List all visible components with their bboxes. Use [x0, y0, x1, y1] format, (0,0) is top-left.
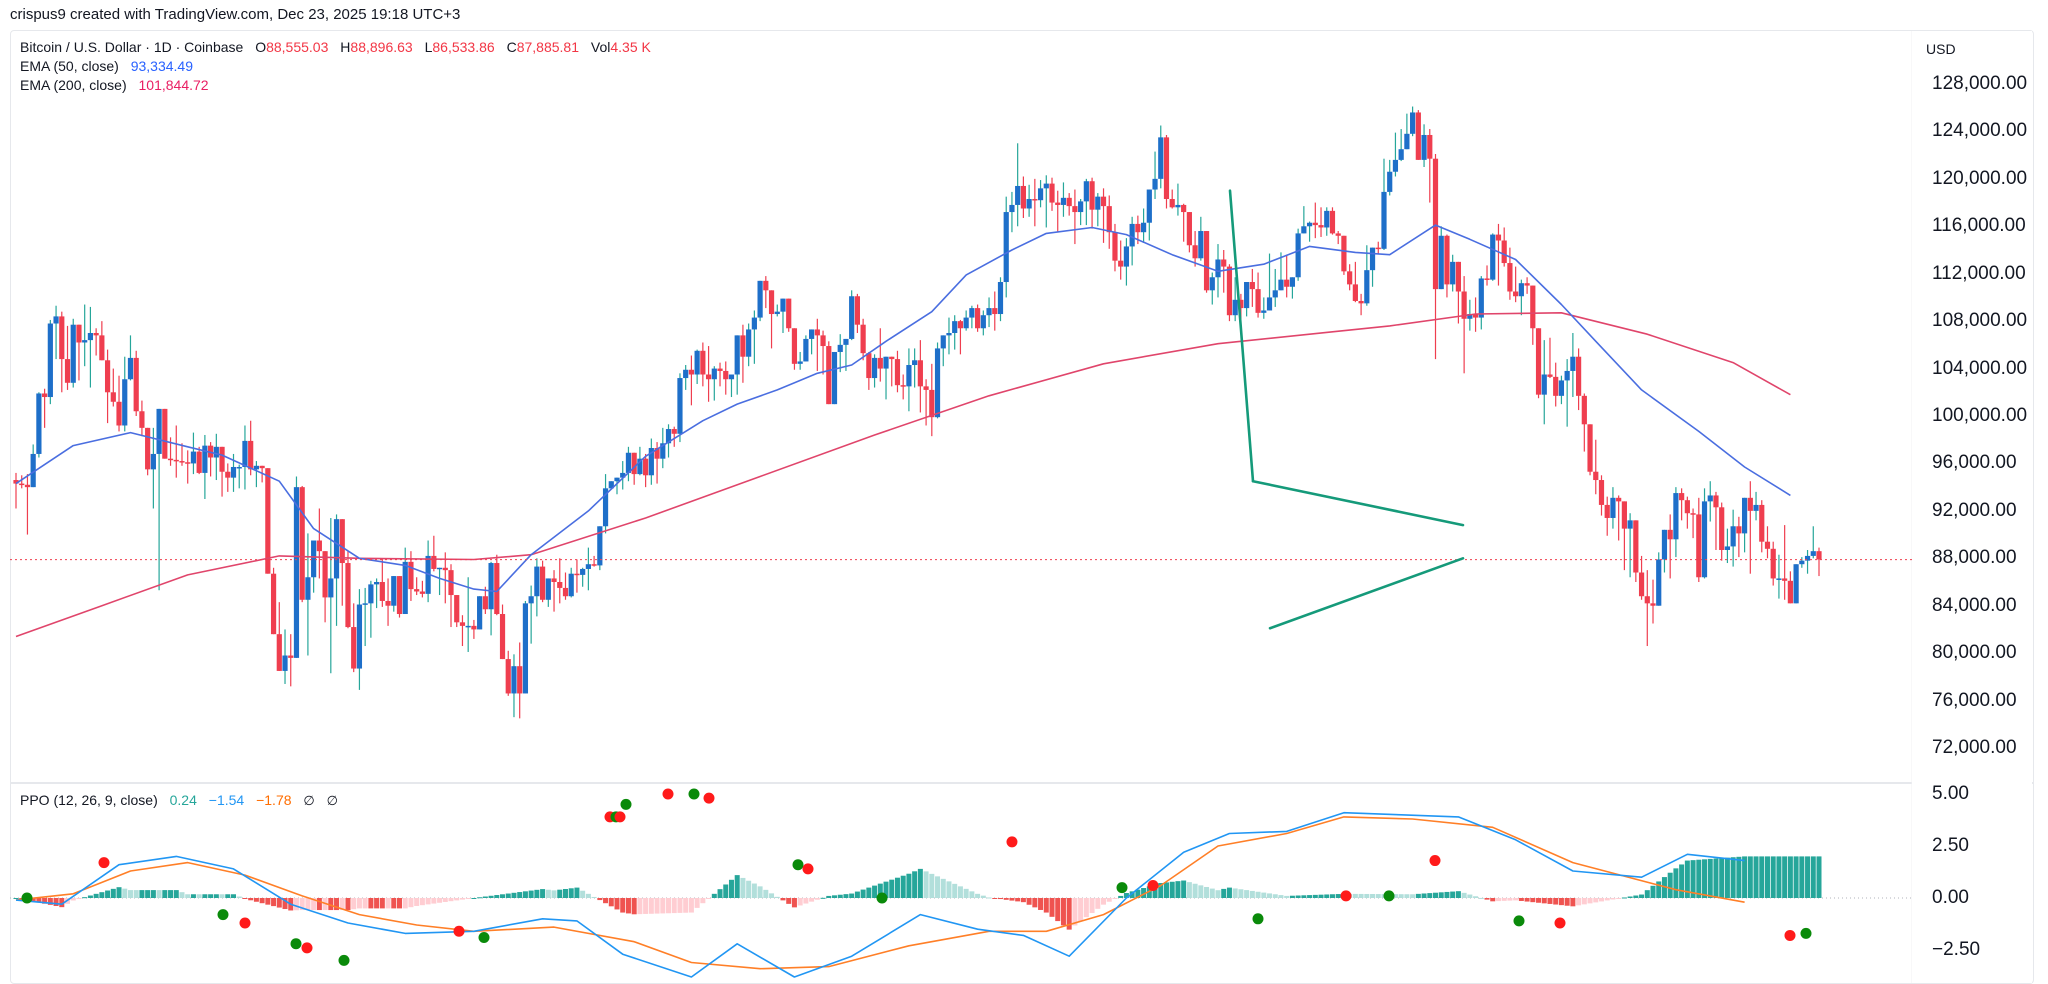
bullish-cross-marker — [1252, 913, 1264, 925]
empty-set-icon: ∅ — [303, 793, 315, 808]
bullish-cross-marker — [1800, 927, 1812, 939]
bearish-cross-marker — [1429, 855, 1441, 867]
trendline-lower-support[interactable] — [1268, 556, 1465, 630]
ppo-tick-label: 0.00 — [1932, 887, 1969, 908]
price-tick-label: 92,000.00 — [1932, 499, 2017, 521]
bearish-cross-marker — [1340, 890, 1352, 902]
close-value: 87,885.81 — [516, 39, 579, 55]
bearish-cross-marker — [301, 942, 313, 954]
candlestick-series — [13, 106, 1822, 719]
high-value: 88,896.63 — [350, 39, 413, 55]
ppo-tick-label: 5.00 — [1932, 783, 1969, 804]
ppo-line — [15, 811, 1745, 978]
bullish-cross-marker — [21, 892, 33, 904]
low-value: 86,533.86 — [432, 39, 495, 55]
price-tick-label: 104,000.00 — [1932, 357, 2028, 379]
ema200-legend[interactable]: EMA (200, close) 101,844.72 — [20, 76, 209, 95]
bullish-cross-marker — [620, 798, 632, 810]
bullish-cross-marker — [478, 932, 490, 944]
bearish-cross-marker — [662, 788, 674, 800]
ppo-legend[interactable]: PPO (12, 26, 9, close) 0.24 −1.54 −1.78 … — [20, 791, 338, 810]
attribution-text: crispus9 created with TradingView.com, D… — [10, 6, 461, 23]
ppo-tick-label: −2.50 — [1932, 939, 1981, 960]
ema200-line — [15, 312, 1791, 638]
bullish-cross-marker — [1383, 890, 1395, 902]
bullish-cross-marker — [1513, 915, 1525, 927]
bearish-cross-marker — [1554, 917, 1566, 929]
empty-set-icon: ∅ — [326, 793, 338, 808]
price-tick-label: 84,000.00 — [1932, 594, 2017, 616]
price-tick-label: 120,000.00 — [1932, 167, 2028, 189]
bearish-cross-marker — [703, 792, 715, 804]
volume-label: Vol — [590, 39, 611, 55]
ppo-hist-value: 0.24 — [169, 792, 197, 808]
ppo-label[interactable]: PPO (12, 26, 9, close) — [20, 792, 158, 808]
bearish-cross-marker — [802, 863, 814, 875]
close-label: C — [506, 39, 517, 55]
price-tick-label: 96,000.00 — [1932, 452, 2017, 474]
ema50-label[interactable]: EMA (50, close) — [20, 58, 119, 74]
bullish-cross-marker — [792, 859, 804, 871]
open-label: O — [255, 39, 267, 55]
low-label: L — [424, 39, 433, 55]
ema50-value: 93,334.49 — [130, 58, 194, 74]
bearish-cross-marker — [1006, 836, 1018, 848]
price-tick-label: 100,000.00 — [1932, 405, 2028, 426]
bearish-cross-marker — [1147, 880, 1159, 892]
price-tick-label: 124,000.00 — [1932, 120, 2028, 142]
currency-label[interactable]: USD — [1918, 36, 1982, 62]
price-tick-label: 88,000.00 — [1932, 547, 2017, 569]
trendline-steep-down[interactable] — [1228, 189, 1255, 483]
high-label: H — [340, 39, 351, 55]
ppo-signal-line — [15, 816, 1745, 970]
axis-background — [1912, 31, 2032, 983]
price-tick-label: 116,000.00 — [1932, 215, 2026, 237]
bearish-cross-marker — [1784, 929, 1796, 941]
price-tick-label: 80,000.00 — [1932, 642, 2017, 664]
open-value: 88,555.03 — [266, 39, 329, 55]
bearish-cross-marker — [453, 925, 465, 937]
ema50-line — [15, 224, 1791, 593]
bullish-cross-marker — [876, 892, 888, 904]
ema200-value: 101,844.72 — [138, 77, 209, 93]
price-tick-label: 108,000.00 — [1932, 310, 2028, 332]
price-tick-label: 76,000.00 — [1932, 689, 2017, 711]
symbol-legend[interactable]: Bitcoin / U.S. Dollar · 1D · Coinbase O8… — [20, 38, 651, 57]
ema50-legend[interactable]: EMA (50, close) 93,334.49 — [20, 57, 193, 76]
bearish-cross-marker — [614, 811, 626, 823]
bearish-cross-marker — [98, 857, 110, 869]
ppo-tick-label: 2.50 — [1932, 835, 1969, 856]
bullish-cross-marker — [290, 938, 302, 950]
price-tick-label: 112,000.00 — [1932, 262, 2026, 284]
ema200-label[interactable]: EMA (200, close) — [20, 77, 127, 93]
symbol-title[interactable]: Bitcoin / U.S. Dollar · 1D · Coinbase — [20, 39, 244, 55]
price-tick-label: 72,000.00 — [1932, 737, 2017, 758]
bullish-cross-marker — [1116, 882, 1128, 894]
ppo-signal-value: −1.78 — [256, 792, 292, 808]
trendline-upper-resistance[interactable] — [1251, 479, 1465, 527]
volume-value: 4.35 K — [610, 39, 651, 55]
ppo-line-value: −1.54 — [208, 792, 245, 808]
bullish-cross-marker — [217, 909, 229, 921]
bullish-cross-marker — [688, 788, 700, 800]
ppo-histogram — [13, 856, 1822, 930]
price-tick-label: 128,000.00 — [1932, 73, 2028, 94]
bearish-cross-marker — [239, 917, 251, 929]
bullish-cross-marker — [338, 954, 350, 966]
